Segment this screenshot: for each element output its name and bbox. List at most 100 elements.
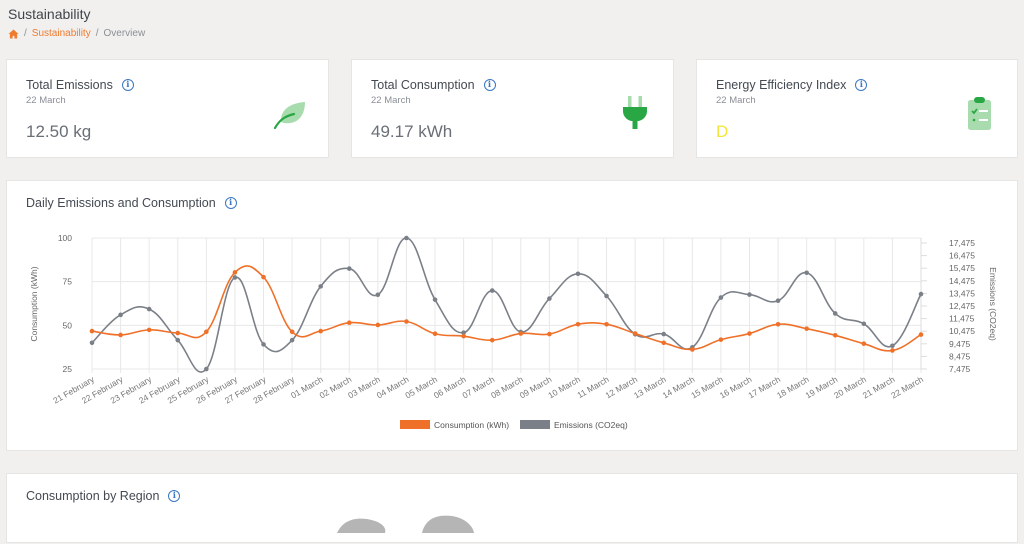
- kpi-card-total-emissions: Total Emissions i 22 March 12.50 kg: [6, 59, 329, 158]
- data-point[interactable]: [261, 274, 266, 280]
- data-point[interactable]: [747, 331, 752, 336]
- data-point[interactable]: [918, 291, 924, 297]
- data-point[interactable]: [375, 322, 381, 328]
- data-point[interactable]: [718, 295, 724, 300]
- y2-tick-label: 15,475: [949, 263, 975, 273]
- y-tick-label: 50: [63, 320, 73, 330]
- legend-swatch[interactable]: [400, 420, 430, 429]
- data-point[interactable]: [832, 311, 838, 316]
- data-point[interactable]: [289, 329, 295, 335]
- kpi-value: 49.17 kWh: [371, 122, 453, 141]
- kpi-title: Total Consumption: [371, 78, 475, 92]
- data-point[interactable]: [832, 332, 838, 338]
- data-point[interactable]: [775, 298, 781, 304]
- data-point[interactable]: [632, 331, 638, 336]
- data-point[interactable]: [489, 337, 495, 343]
- leaf-icon: [273, 102, 305, 130]
- data-point[interactable]: [575, 321, 581, 327]
- kpi-title: Energy Efficiency Index: [716, 78, 847, 92]
- data-point[interactable]: [346, 320, 352, 326]
- chart-title: Consumption by Region: [26, 489, 160, 503]
- y-axis-title: Consumption (kWh): [29, 266, 39, 341]
- kpi-card-energy-efficiency: Energy Efficiency Index i 22 March D: [696, 59, 1018, 158]
- y-tick-label: 25: [63, 364, 73, 374]
- data-point[interactable]: [547, 296, 552, 301]
- data-point[interactable]: [204, 366, 209, 372]
- data-point[interactable]: [918, 332, 924, 337]
- y2-tick-label: 11,475: [949, 314, 975, 324]
- page-title: Sustainability: [8, 6, 91, 22]
- data-point[interactable]: [404, 235, 409, 241]
- breadcrumb-sustainability[interactable]: Sustainability: [31, 28, 91, 39]
- kpi-title: Total Emissions: [26, 78, 113, 92]
- kpi-date: 22 March: [26, 95, 66, 106]
- breadcrumb-overview: Overview: [103, 28, 146, 39]
- info-icon[interactable]: i: [121, 79, 134, 91]
- data-point[interactable]: [804, 270, 809, 276]
- data-point[interactable]: [518, 331, 524, 336]
- breadcrumb-separator: /: [95, 28, 99, 39]
- data-point[interactable]: [89, 328, 95, 334]
- data-point[interactable]: [861, 321, 867, 327]
- data-point[interactable]: [175, 337, 181, 343]
- data-point[interactable]: [747, 292, 752, 297]
- data-point[interactable]: [661, 340, 667, 346]
- data-point[interactable]: [118, 332, 123, 338]
- breadcrumb-separator: /: [24, 28, 27, 39]
- y2-tick-label: 7,475: [949, 364, 971, 374]
- data-point[interactable]: [775, 321, 781, 327]
- data-point[interactable]: [890, 343, 895, 349]
- data-point[interactable]: [861, 341, 867, 346]
- line-chart: 100 75 50 25 17,475 16,475 15,475 14,475 13,475 1…: [29, 233, 998, 430]
- data-point[interactable]: [547, 331, 552, 337]
- data-point[interactable]: [232, 270, 238, 275]
- kpi-card-total-consumption: Total Consumption i 22 March 49.17 kWh: [351, 59, 674, 158]
- data-point[interactable]: [432, 297, 438, 302]
- y2-tick-label: 16,475: [949, 251, 975, 261]
- legend-label[interactable]: Consumption (kWh): [434, 420, 509, 430]
- chart-title: Daily Emissions and Consumption: [26, 196, 216, 210]
- legend-swatch[interactable]: [520, 420, 550, 429]
- info-icon[interactable]: i: [224, 197, 237, 209]
- data-point[interactable]: [289, 337, 295, 343]
- data-point[interactable]: [146, 306, 152, 312]
- data-point[interactable]: [489, 288, 495, 293]
- data-point[interactable]: [461, 330, 466, 335]
- data-point[interactable]: [604, 321, 609, 327]
- data-point[interactable]: [175, 330, 181, 336]
- data-point[interactable]: [118, 312, 123, 318]
- data-point[interactable]: [461, 333, 466, 339]
- y2-tick-label: 17,475: [949, 238, 975, 248]
- data-point[interactable]: [404, 319, 409, 324]
- y2-tick-label: 9,475: [949, 339, 971, 349]
- info-icon[interactable]: i: [168, 490, 181, 502]
- legend-label[interactable]: Emissions (CO2eq): [554, 420, 628, 430]
- data-point[interactable]: [575, 271, 581, 277]
- data-point[interactable]: [718, 337, 724, 342]
- data-point[interactable]: [318, 328, 323, 334]
- x-tick-label: 10 March: [546, 374, 582, 401]
- home-icon[interactable]: [8, 28, 19, 39]
- data-point[interactable]: [318, 284, 323, 289]
- data-point[interactable]: [261, 342, 266, 347]
- data-point[interactable]: [804, 326, 809, 331]
- page-header: Sustainability / Sustainability / Overvi…: [8, 6, 145, 39]
- data-point[interactable]: [89, 340, 95, 346]
- kpi-value: D: [716, 122, 729, 141]
- y2-tick-label: 14,475: [949, 276, 975, 286]
- info-icon[interactable]: i: [855, 79, 868, 91]
- consumption-by-region-card: Consumption by Region i: [6, 473, 1018, 543]
- info-icon[interactable]: i: [483, 79, 496, 91]
- data-point[interactable]: [661, 331, 667, 337]
- data-point[interactable]: [232, 275, 238, 280]
- y-tick-label: 100: [58, 233, 72, 243]
- data-point[interactable]: [375, 292, 381, 298]
- data-point[interactable]: [604, 293, 609, 299]
- data-point[interactable]: [432, 331, 438, 337]
- data-point[interactable]: [346, 266, 352, 271]
- y2-tick-label: 12,475: [949, 301, 975, 311]
- data-point[interactable]: [690, 347, 695, 352]
- data-point[interactable]: [890, 348, 895, 353]
- data-point[interactable]: [204, 329, 209, 335]
- data-point[interactable]: [146, 327, 152, 333]
